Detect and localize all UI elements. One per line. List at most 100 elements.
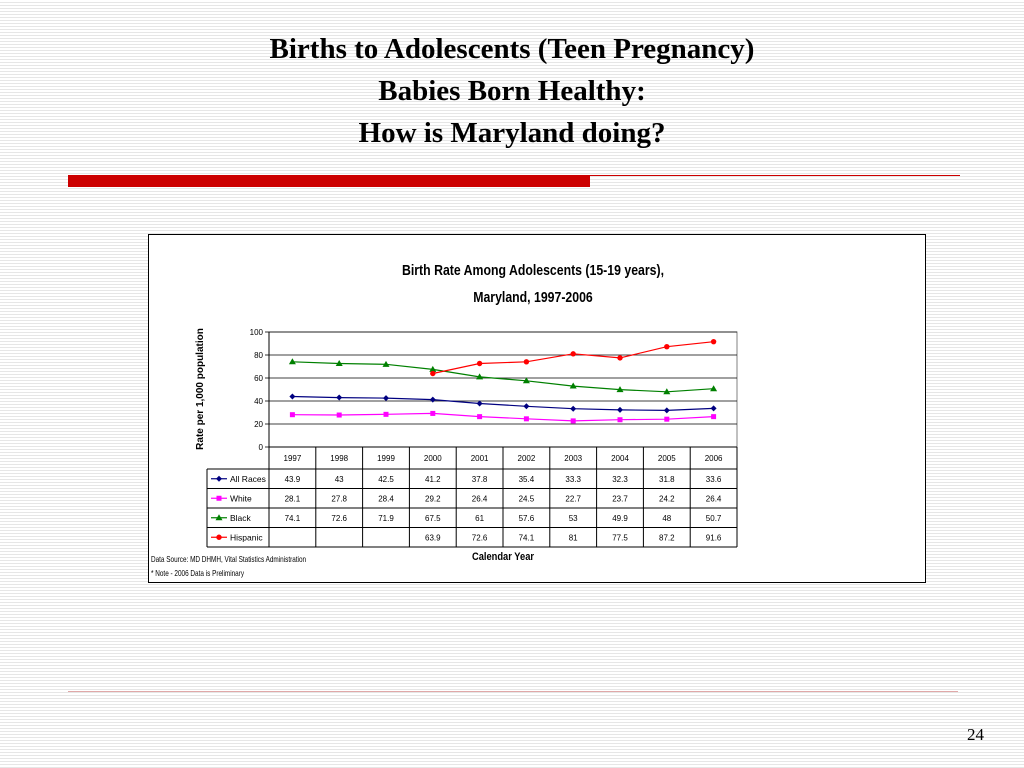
y-tick-label-4: 80 [254, 351, 263, 360]
point-all-races-2000 [429, 396, 436, 403]
table-value-hispanic-2005: 87.2 [659, 533, 675, 542]
point-all-races-1998 [336, 394, 343, 401]
legend-label-hispanic: Hispanic [230, 532, 263, 542]
point-white-2002 [523, 416, 529, 422]
point-black-2006 [710, 385, 718, 392]
table-value-white-2000: 29.2 [425, 494, 441, 503]
table-value-black-2005: 48 [662, 514, 671, 523]
table-value-hispanic-2003: 81 [569, 533, 578, 542]
chart-container: Birth Rate Among Adolescents (15-19 year… [148, 234, 926, 583]
plot-area [268, 331, 738, 448]
title-line-3: How is Maryland doing? [358, 117, 666, 149]
table-value-all-races-2003: 33.3 [565, 475, 581, 484]
table-value-black-1999: 71.9 [378, 514, 394, 523]
point-black-1998 [335, 360, 343, 367]
point-white-2004 [617, 417, 623, 423]
table-value-white-2003: 22.7 [565, 494, 581, 503]
x-tick-label-2002: 2002 [518, 454, 536, 463]
table-value-white-2006: 26.4 [706, 494, 722, 503]
title-line-2: Babies Born Healthy: [378, 75, 646, 107]
point-hispanic-2005 [664, 344, 670, 350]
legend-marker-all-races [216, 475, 222, 482]
point-all-races-2002 [523, 403, 530, 410]
point-black-2005 [663, 388, 671, 395]
table-value-all-races-1999: 42.5 [378, 475, 394, 484]
table-value-black-2004: 49.9 [612, 514, 628, 523]
x-tick-label-2006: 2006 [705, 454, 723, 463]
point-white-2003 [570, 418, 576, 424]
legend-marker-hispanic [216, 534, 222, 540]
point-all-races-2003 [570, 405, 577, 412]
point-all-races-2006 [710, 405, 717, 412]
point-white-1997 [289, 412, 295, 418]
table-value-white-2005: 24.2 [659, 494, 675, 503]
legend-label-white: White [230, 493, 252, 503]
chart-title-line-1: Birth Rate Among Adolescents (15-19 year… [402, 262, 664, 278]
point-black-1999 [382, 360, 390, 367]
point-hispanic-2000 [430, 370, 436, 377]
legend-marker-black [215, 514, 223, 521]
table-value-all-races-2002: 35.4 [519, 475, 535, 484]
table-value-black-1997: 74.1 [285, 514, 301, 523]
table-value-all-races-1997: 43.9 [285, 475, 301, 484]
point-black-2003 [569, 382, 577, 389]
y-axis-label: Rate per 1,000 population [195, 328, 206, 450]
legend-marker-white [216, 495, 222, 501]
table-value-black-2001: 61 [475, 514, 484, 523]
point-hispanic-2006 [710, 338, 717, 345]
table-value-hispanic-2000: 63.9 [425, 533, 441, 542]
x-tick-label-1997: 1997 [284, 454, 302, 463]
x-tick-label-1999: 1999 [377, 454, 395, 463]
point-black-2004 [616, 386, 624, 393]
point-white-2001 [477, 414, 483, 420]
point-all-races-2001 [476, 400, 483, 407]
point-all-races-1997 [289, 393, 296, 400]
y-tick-label-0: 0 [259, 443, 264, 452]
y-tick-label-3: 60 [254, 374, 263, 383]
x-tick-label-2001: 2001 [471, 454, 489, 463]
x-tick-label-2000: 2000 [424, 454, 442, 463]
table-value-all-races-2000: 41.2 [425, 475, 441, 484]
table-value-all-races-2001: 37.8 [472, 475, 488, 484]
table-value-hispanic-2001: 72.6 [472, 533, 488, 542]
table-value-white-1998: 27.8 [331, 494, 347, 503]
series-line-black [292, 361, 714, 393]
table-value-all-races-2005: 31.8 [659, 475, 675, 484]
chart-title-line-2: Maryland, 1997-2006 [473, 289, 593, 305]
point-white-2006 [711, 414, 717, 420]
preliminary-note: * Note - 2006 Data is Preliminary [151, 568, 244, 578]
point-hispanic-2004 [617, 355, 623, 361]
table-value-white-2004: 23.7 [612, 494, 628, 503]
footer-divider [68, 691, 958, 692]
point-white-1999 [383, 411, 389, 417]
slide-title: Births to Adolescents (Teen Pregnancy) B… [0, 28, 1024, 154]
table-value-black-1998: 72.6 [331, 514, 347, 523]
table-value-black-2002: 57.6 [519, 514, 535, 523]
x-tick-label-2004: 2004 [611, 454, 629, 463]
data-source-note: Data Source: MD DHMH, Vital Statistics A… [151, 554, 306, 564]
point-all-races-2005 [663, 407, 670, 414]
x-axis-label: Calendar Year [472, 551, 534, 563]
point-white-2000 [430, 410, 436, 416]
table-value-all-races-1998: 43 [335, 475, 344, 484]
point-black-2001 [476, 373, 484, 380]
point-black-2000 [429, 365, 437, 372]
title-line-1: Births to Adolescents (Teen Pregnancy) [269, 33, 755, 65]
table-value-all-races-2006: 33.6 [706, 475, 722, 484]
point-all-races-2004 [617, 406, 623, 413]
table-value-black-2006: 50.7 [706, 514, 722, 523]
title-accent-bar [68, 175, 590, 187]
point-hispanic-2003 [570, 351, 576, 357]
table-value-hispanic-2006: 91.6 [706, 533, 722, 542]
point-hispanic-2002 [523, 359, 530, 365]
page-number: 24 [967, 725, 984, 744]
table-value-black-2003: 53 [569, 514, 578, 523]
series-line-white [292, 412, 714, 422]
table-value-black-2000: 67.5 [425, 514, 441, 523]
point-white-1998 [336, 412, 342, 418]
x-tick-label-1998: 1998 [330, 454, 348, 463]
table-value-white-2001: 26.4 [472, 494, 488, 503]
table-value-all-races-2004: 32.3 [612, 475, 628, 484]
y-tick-label-2: 40 [254, 397, 263, 406]
point-all-races-1999 [383, 395, 389, 402]
